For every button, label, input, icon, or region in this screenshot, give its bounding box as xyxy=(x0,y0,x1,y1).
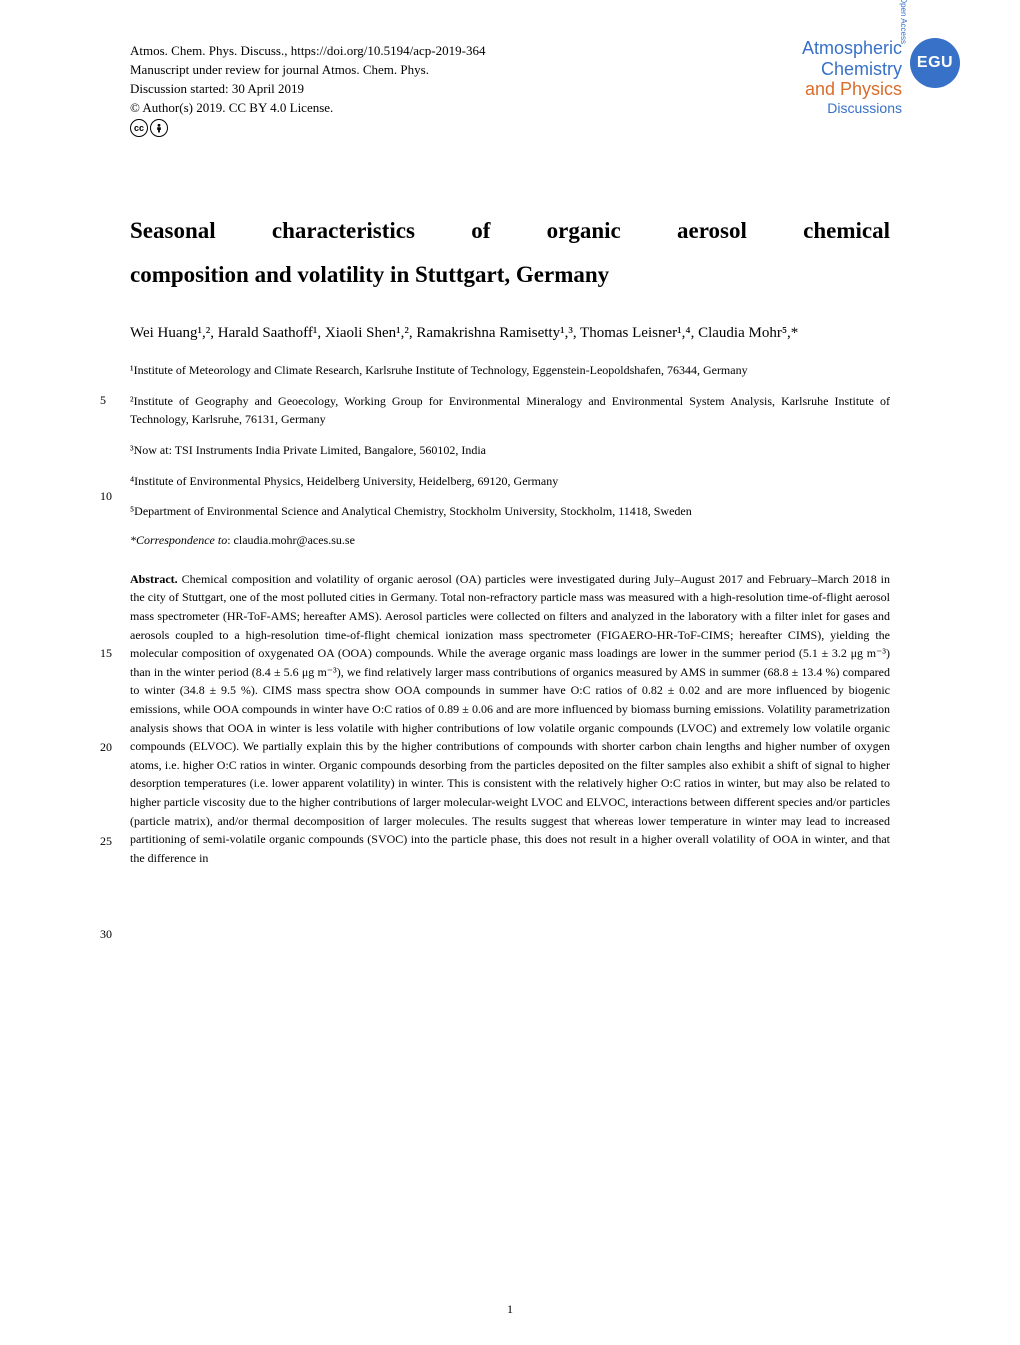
affiliation-1: ¹Institute of Meteorology and Climate Re… xyxy=(130,361,890,380)
egu-logo: EGU xyxy=(910,38,960,88)
header-line-date: Discussion started: 30 April 2019 xyxy=(130,80,890,99)
affiliations-block: ¹Institute of Meteorology and Climate Re… xyxy=(130,361,890,521)
line-number-30: 30 xyxy=(100,927,112,942)
journal-chemistry: Chemistry xyxy=(802,59,902,80)
cc-icon: cc xyxy=(130,119,148,137)
header-line-license: © Author(s) 2019. CC BY 4.0 License. xyxy=(130,99,890,118)
abstract-text: Chemical composition and volatility of o… xyxy=(130,572,890,865)
affiliation-3: ³Now at: TSI Instruments India Private L… xyxy=(130,441,890,460)
paper-title: Seasonal characteristics of organic aero… xyxy=(130,209,890,296)
affiliation-5: ⁵Department of Environmental Science and… xyxy=(130,502,890,521)
affiliation-2: ²Institute of Geography and Geoecology, … xyxy=(130,392,890,429)
line-number-25: 25 xyxy=(100,834,112,849)
cc-license-badge: cc xyxy=(130,119,170,137)
author-list: Wei Huang¹,², Harald Saathoff¹, Xiaoli S… xyxy=(130,319,890,348)
abstract-block: Abstract. Chemical composition and volat… xyxy=(130,570,890,868)
line-number-20: 20 xyxy=(100,740,112,755)
page-number: 1 xyxy=(507,1302,513,1317)
header-line-doi: Atmos. Chem. Phys. Discuss., https://doi… xyxy=(130,42,890,61)
journal-atmospheric: Atmospheric xyxy=(802,38,902,59)
title-line-1: Seasonal characteristics of organic aero… xyxy=(130,209,890,253)
by-icon xyxy=(150,119,168,137)
correspondence: *Correspondence to: claudia.mohr@aces.su… xyxy=(130,533,890,548)
line-number-15: 15 xyxy=(100,646,112,661)
abstract-label: Abstract. xyxy=(130,572,178,586)
line-number-10: 10 xyxy=(100,489,112,504)
open-access-label: Open Access xyxy=(899,0,908,44)
journal-logo-block: Atmospheric Chemistry and Physics Discus… xyxy=(802,38,960,116)
title-line-2: composition and volatility in Stuttgart,… xyxy=(130,253,890,297)
header-line-review: Manuscript under review for journal Atmo… xyxy=(130,61,890,80)
affiliation-4: ⁴Institute of Environmental Physics, Hei… xyxy=(130,472,890,491)
header-block: Atmos. Chem. Phys. Discuss., https://doi… xyxy=(130,42,890,137)
correspondence-email: : claudia.mohr@aces.su.se xyxy=(227,533,355,547)
line-number-5: 5 xyxy=(100,393,106,408)
correspondence-label: *Correspondence to xyxy=(130,533,227,547)
journal-and-physics: and Physics xyxy=(802,79,902,100)
journal-discussions: Discussions xyxy=(802,100,902,116)
